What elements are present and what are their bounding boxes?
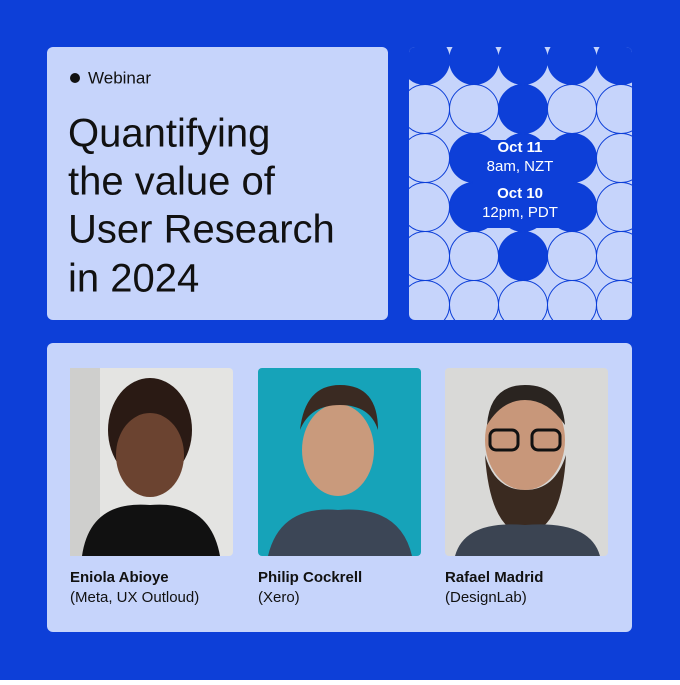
speaker-affiliation: (DesignLab) [445,589,527,606]
speaker-affiliation: (Xero) [258,589,300,606]
badge-dot [70,73,80,83]
speaker-name: Philip Cockrell [258,569,362,586]
speaker-photo [70,368,233,556]
speaker-name: Eniola Abioye [70,569,169,586]
title-line: the value of [68,160,276,204]
time: 12pm, PDT [482,204,558,221]
title-line: in 2024 [68,257,199,301]
speaker-affiliation: (Meta, UX Outloud) [70,589,199,606]
title-line: User Research [68,208,335,252]
date: Oct 11 [497,139,542,156]
circle-pattern [409,47,632,320]
pattern-circle [498,231,548,281]
title-panel [47,47,388,320]
pattern-fill [474,140,572,228]
badge: Webinar [88,68,151,87]
pattern-circle [596,280,632,320]
title-line: Quantifying [68,112,270,156]
pattern-circle [498,84,548,134]
time: 8am, NZT [487,158,554,175]
date: Oct 10 [497,185,543,202]
speaker-photo [258,368,421,556]
speaker-photo [445,368,608,556]
speaker-name: Rafael Madrid [445,569,543,586]
